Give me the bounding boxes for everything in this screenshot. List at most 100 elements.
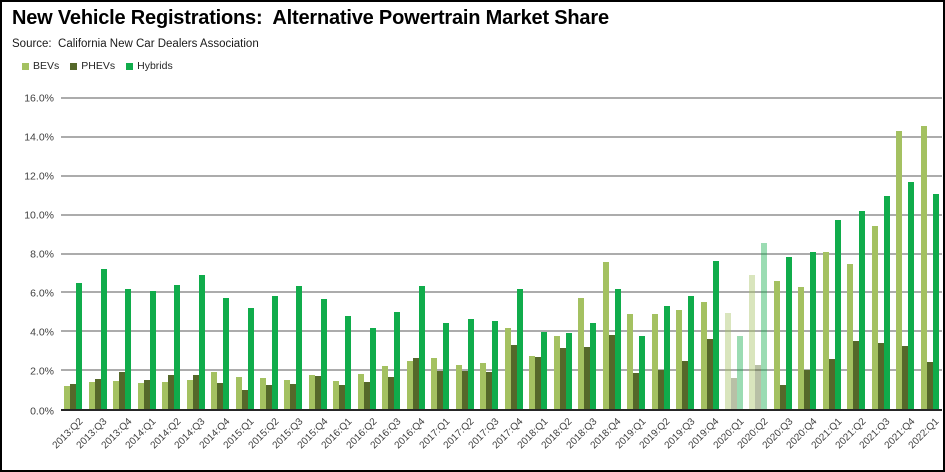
bar-group-2013-q2 bbox=[61, 98, 85, 409]
bar-phevs bbox=[339, 384, 346, 409]
bar-phevs bbox=[828, 359, 835, 409]
bar-phevs bbox=[412, 357, 419, 409]
bar-hybrids bbox=[908, 181, 915, 409]
y-tick-label: 10.0% bbox=[24, 209, 54, 222]
bar-bevs bbox=[920, 126, 927, 409]
bar-bevs bbox=[211, 372, 218, 409]
bar-hybrids bbox=[541, 332, 548, 409]
bar-phevs bbox=[510, 344, 517, 409]
bar-phevs bbox=[70, 383, 77, 409]
bar-bevs bbox=[113, 380, 120, 409]
bar-bevs bbox=[260, 377, 266, 409]
y-tick-label: 14.0% bbox=[24, 130, 54, 143]
bar-hybrids bbox=[320, 299, 327, 409]
bar-hybrids bbox=[149, 291, 156, 409]
bar-bevs bbox=[504, 328, 511, 409]
bar-phevs bbox=[241, 389, 248, 409]
bar-group-2019-q4 bbox=[697, 98, 721, 409]
bar-group-2014-q2 bbox=[159, 98, 183, 409]
legend-swatch-icon bbox=[22, 62, 29, 70]
bar-bevs bbox=[602, 262, 609, 409]
bar-hybrids bbox=[565, 333, 572, 409]
bar-hybrids bbox=[272, 296, 278, 409]
bar-group-2018-q2 bbox=[550, 98, 574, 409]
bar-group-2014-q1 bbox=[134, 98, 158, 409]
bar-phevs bbox=[902, 345, 909, 409]
legend-label: PHEVs bbox=[81, 60, 116, 72]
legend-item-phevs: PHEVs bbox=[70, 60, 115, 72]
bar-bevs bbox=[455, 365, 462, 409]
bar-hybrids bbox=[443, 323, 450, 409]
bar-phevs bbox=[853, 340, 860, 409]
bar-bevs bbox=[896, 131, 903, 409]
legend-item-hybrids: Hybrids bbox=[126, 60, 173, 72]
y-axis: 0.0% 2.0% 4.0% 6.0% 8.0% 10.0% 12.0% 14.0% 16.0% bbox=[2, 93, 54, 416]
bar-bevs bbox=[651, 313, 658, 409]
bar-hybrids bbox=[761, 242, 768, 409]
bar-group-2016-q3 bbox=[379, 98, 403, 409]
bar-phevs bbox=[192, 374, 199, 409]
bar-group-2017-q4 bbox=[502, 98, 526, 409]
gridline bbox=[61, 369, 942, 372]
y-tick-label: 6.0% bbox=[30, 287, 54, 300]
bar-group-2015-q2 bbox=[257, 98, 281, 409]
bar-phevs bbox=[877, 342, 884, 409]
bar-hybrids bbox=[834, 220, 841, 409]
bar-hybrids bbox=[688, 296, 695, 409]
bar-bevs bbox=[773, 280, 780, 409]
gridline bbox=[61, 135, 942, 138]
bar-hybrids bbox=[810, 251, 817, 409]
bar-group-2019-q1 bbox=[624, 98, 648, 409]
legend-swatch-icon bbox=[70, 62, 78, 70]
bar-hybrids bbox=[247, 307, 254, 409]
bar-group-2020-q1 bbox=[722, 98, 746, 409]
y-tick-label: 4.0% bbox=[30, 326, 54, 339]
bar-hybrids bbox=[736, 336, 743, 409]
bar-bevs bbox=[700, 302, 707, 409]
bar-phevs bbox=[584, 346, 591, 409]
bar-phevs bbox=[314, 375, 321, 409]
legend-label: BEVs bbox=[33, 60, 60, 72]
bar-hybrids bbox=[345, 315, 352, 409]
bar-bevs bbox=[529, 355, 536, 409]
chart-source: Source: California New Car Dealers Assoc… bbox=[12, 38, 259, 50]
bar-hybrids bbox=[296, 285, 303, 409]
bar-hybrids bbox=[516, 288, 523, 409]
gridline bbox=[61, 291, 942, 294]
y-tick-label: 0.0% bbox=[30, 404, 54, 417]
bar-hybrids bbox=[785, 257, 792, 409]
bar-group-2015-q3 bbox=[281, 98, 305, 409]
bar-phevs bbox=[217, 382, 224, 409]
bar-bevs bbox=[333, 380, 340, 409]
bar-phevs bbox=[633, 373, 640, 409]
bar-phevs bbox=[730, 377, 737, 409]
bar-bevs bbox=[431, 358, 438, 409]
gridline bbox=[61, 252, 942, 255]
bar-phevs bbox=[706, 339, 713, 409]
bar-hybrids bbox=[223, 298, 230, 409]
bar-hybrids bbox=[492, 320, 499, 409]
gridline bbox=[61, 97, 942, 99]
bar-bevs bbox=[749, 274, 756, 409]
bar-group-2020-q2 bbox=[746, 98, 770, 409]
bar-bevs bbox=[64, 385, 71, 409]
gridline bbox=[61, 213, 942, 216]
bar-bevs bbox=[137, 382, 144, 409]
bar-phevs bbox=[266, 384, 272, 409]
bar-hybrids bbox=[76, 282, 83, 409]
bar-group-2020-q3 bbox=[771, 98, 795, 409]
bar-group-2017-q1 bbox=[428, 98, 452, 409]
y-tick-label: 16.0% bbox=[24, 91, 54, 104]
bar-bevs bbox=[676, 309, 683, 409]
bar-hybrids bbox=[369, 328, 376, 409]
bar-hybrids bbox=[663, 305, 670, 409]
plot-area bbox=[61, 97, 942, 411]
bar-phevs bbox=[486, 372, 493, 409]
bar-bevs bbox=[553, 336, 560, 409]
bar-group-2014-q4 bbox=[208, 98, 232, 409]
bar-bevs bbox=[871, 226, 878, 409]
bar-group-2016-q1 bbox=[330, 98, 354, 409]
bar-group-2019-q3 bbox=[673, 98, 697, 409]
bar-bevs bbox=[186, 379, 193, 409]
